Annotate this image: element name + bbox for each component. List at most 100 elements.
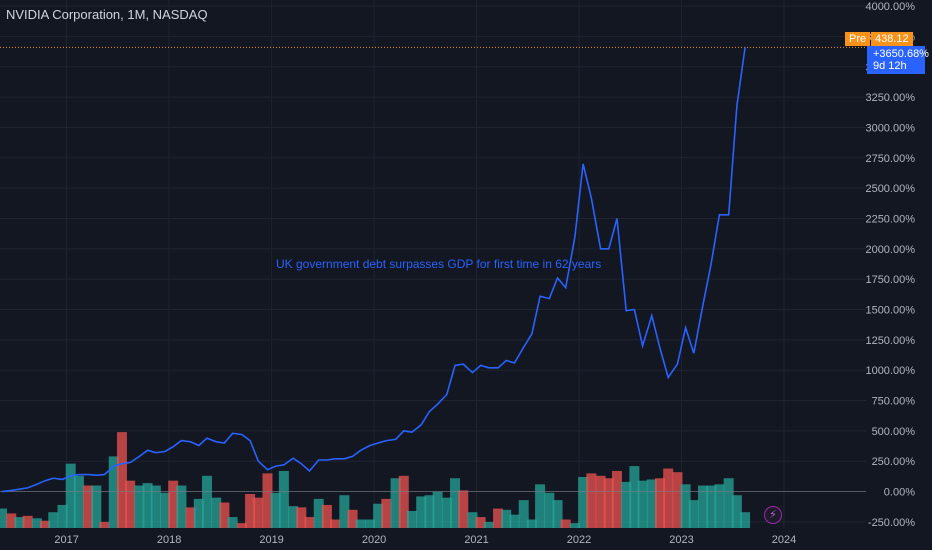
volume-bar — [416, 496, 427, 528]
volume-bar — [406, 511, 417, 528]
x-tick-label: 2022 — [567, 534, 591, 546]
volume-bar — [458, 490, 469, 528]
volume-bar — [57, 504, 68, 528]
y-tick-label: 2000.00% — [865, 244, 915, 256]
volume-bar — [227, 517, 238, 528]
volume-bar — [432, 491, 443, 528]
volume-bar — [347, 509, 358, 528]
volume-bar — [339, 495, 350, 528]
volume-bar — [48, 512, 59, 528]
bar-countdown: 9d 12h — [873, 60, 907, 72]
volume-bar — [509, 514, 520, 528]
y-tick-label: 1500.00% — [865, 305, 915, 317]
volume-bar — [65, 463, 76, 528]
y-tick-label: 1750.00% — [865, 274, 915, 286]
volume-bar — [253, 497, 264, 528]
volume-bar — [535, 484, 546, 528]
volume-bar — [245, 494, 256, 528]
volume-bar — [629, 466, 640, 528]
volume-bar — [381, 498, 392, 528]
volume-bar — [116, 432, 127, 528]
volume-bar — [14, 517, 25, 528]
y-tick-label: 750.00% — [872, 396, 916, 408]
volume-bar — [373, 503, 384, 528]
y-tick-label: 3000.00% — [865, 122, 915, 134]
volume-bar — [518, 500, 529, 528]
volume-bar — [330, 519, 341, 528]
volume-bar — [698, 485, 709, 528]
last-change-value: +3650.68% — [873, 48, 929, 60]
volume-bar — [493, 508, 504, 528]
y-tick-label: 2750.00% — [865, 153, 915, 165]
volume-bar — [680, 484, 691, 528]
symbol-title[interactable]: NVIDIA Corporation, 1M, NASDAQ — [6, 7, 208, 22]
x-axis[interactable]: 2017 2018 2019 2020 2021 2022 2023 2024 — [54, 534, 796, 546]
volume-bar — [168, 480, 179, 528]
volume-bar — [714, 484, 725, 528]
x-tick-label: 2019 — [259, 534, 283, 546]
volume-bar — [611, 470, 622, 528]
volume-bar — [637, 480, 648, 528]
volume-bar — [288, 506, 299, 528]
lightning-icon[interactable]: ⚡ — [764, 506, 782, 524]
x-tick-label: 2020 — [362, 534, 386, 546]
volume-bar — [595, 475, 606, 528]
volume-bar — [364, 519, 375, 528]
volume-bar — [672, 472, 683, 528]
y-tick-label: 2250.00% — [865, 213, 915, 225]
volume-bar — [202, 475, 213, 528]
volume-bar — [706, 485, 717, 528]
volume-bar — [22, 515, 33, 528]
volume-bar — [731, 495, 742, 528]
volume-bar — [603, 478, 614, 528]
x-tick-label: 2017 — [54, 534, 78, 546]
volume-bar — [688, 500, 699, 528]
volume-bar — [313, 498, 324, 528]
volume-bar — [723, 478, 734, 528]
volume-bar — [441, 497, 452, 528]
pre-market-price: 438.12 — [871, 32, 913, 46]
news-annotation[interactable]: UK government debt surpasses GDP for fir… — [276, 257, 602, 271]
volume-bar — [398, 475, 409, 528]
y-tick-label: 4000.00% — [865, 1, 915, 13]
pre-market-label: Pre — [845, 32, 871, 46]
x-tick-label: 2024 — [772, 534, 796, 546]
volume-bar — [91, 485, 102, 528]
volume-bar — [185, 507, 196, 528]
y-tick-label: 1250.00% — [865, 335, 915, 347]
volume-bar — [236, 523, 247, 528]
last-value-tag: +3650.68% 9d 12h — [867, 46, 929, 74]
x-tick-label: 2021 — [464, 534, 488, 546]
volume-bar — [467, 512, 478, 528]
volume-bar — [211, 497, 222, 528]
volume-bar — [475, 517, 486, 528]
volume-bar — [424, 495, 435, 528]
volume-bar — [450, 478, 461, 528]
volume-bar — [219, 502, 230, 528]
volume-bar — [569, 523, 580, 528]
volume-bar — [270, 492, 281, 528]
volume-bar — [355, 519, 366, 528]
volume-bar — [578, 477, 589, 528]
y-tick-label: 1000.00% — [865, 365, 915, 377]
volume-bar — [31, 518, 42, 528]
volume-bar — [125, 480, 136, 528]
volume-bar — [262, 473, 273, 528]
volume-bar — [150, 485, 161, 528]
volume-bar — [73, 475, 84, 528]
volume-bar — [108, 456, 119, 528]
volume-bar — [646, 479, 657, 528]
volume-bar — [526, 519, 537, 528]
volume-bar — [278, 470, 289, 528]
y-tick-label: 500.00% — [872, 426, 916, 438]
y-tick-label: 2500.00% — [865, 183, 915, 195]
volume-bar — [6, 513, 17, 528]
volume-bar — [176, 485, 187, 528]
volume-bar — [40, 520, 51, 528]
volume-bar — [99, 521, 110, 528]
volume-bar — [321, 504, 332, 528]
volume-bar — [663, 468, 674, 528]
volume-bar — [134, 485, 145, 528]
y-tick-label: 250.00% — [872, 456, 916, 468]
